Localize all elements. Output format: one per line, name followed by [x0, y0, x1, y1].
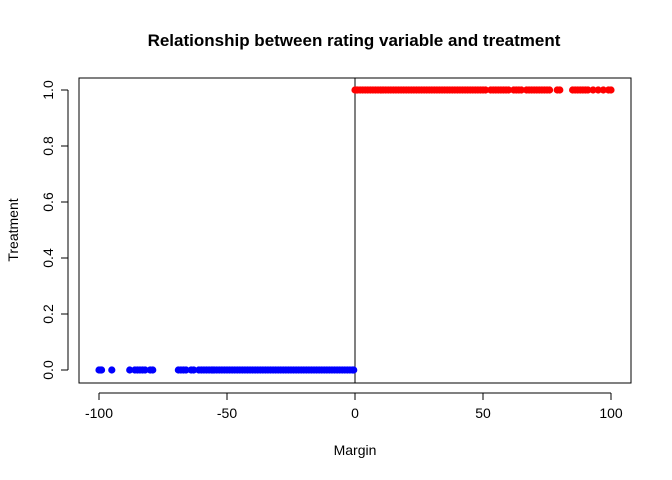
data-point	[607, 86, 615, 94]
x-tick-label: 0	[351, 405, 359, 421]
y-tick-label: 1.0	[40, 80, 56, 100]
y-tick-label: 0.0	[40, 360, 56, 380]
data-point	[556, 86, 564, 94]
y-tick-label: 0.4	[40, 248, 56, 268]
data-point	[517, 86, 526, 94]
data-point	[481, 86, 490, 94]
data-point	[545, 86, 554, 94]
y-axis-label: Treatment	[5, 198, 21, 261]
data-point	[97, 366, 106, 374]
data-point	[350, 366, 358, 374]
data-point	[182, 366, 190, 374]
x-tick-label: 50	[475, 405, 491, 421]
data-point	[589, 86, 597, 94]
x-tick-label: -100	[85, 405, 113, 421]
x-axis: -100 -50 0 50 100	[85, 392, 623, 421]
data-point	[594, 86, 602, 94]
data-points	[95, 86, 615, 374]
data-point	[126, 366, 134, 374]
data-point	[141, 366, 149, 374]
x-axis-label: Margin	[334, 442, 377, 458]
data-point	[149, 366, 157, 374]
y-tick-label: 0.6	[40, 192, 56, 212]
data-point	[599, 86, 607, 94]
data-point	[190, 366, 198, 374]
x-tick-label: -50	[217, 405, 237, 421]
chart-title: Relationship between rating variable and…	[148, 31, 561, 50]
y-axis: 0.0 0.2 0.4 0.6 0.8 1.0	[40, 80, 69, 380]
data-point	[108, 366, 116, 374]
y-tick-label: 0.2	[40, 304, 56, 324]
y-tick-label: 0.8	[40, 136, 56, 156]
data-point	[505, 86, 513, 94]
data-point	[584, 86, 592, 94]
x-tick-label: 100	[599, 405, 623, 421]
